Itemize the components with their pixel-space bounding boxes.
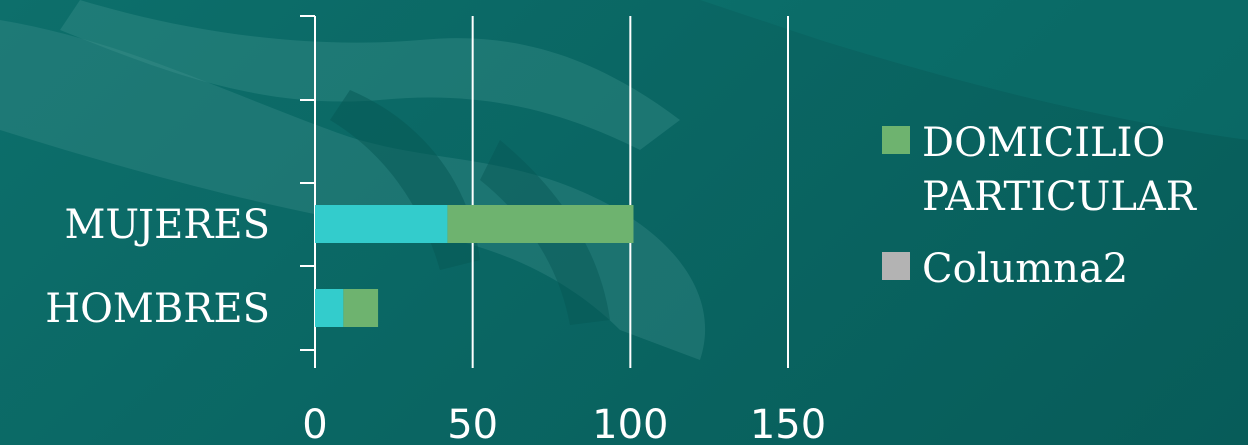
x-tick-label: 150 — [750, 402, 826, 445]
x-tick-labels: 0 50 100 150 — [302, 402, 826, 445]
x-tick-label: 50 — [447, 402, 498, 445]
legend-item: DOMICILIO PARTICULAR — [882, 120, 1198, 220]
bars — [315, 205, 634, 327]
x-tick-label: 100 — [592, 402, 668, 445]
category-axis — [300, 15, 316, 368]
category-labels: MUJERES HOMBRES — [45, 202, 270, 332]
legend-swatch — [882, 252, 910, 280]
bar-mujeres-series-0 — [315, 205, 448, 243]
x-tick-label: 0 — [302, 402, 327, 445]
bar-mujeres-series-1 — [447, 205, 634, 243]
legend: DOMICILIO PARTICULAR Columna2 — [882, 120, 1198, 292]
legend-item: Columna2 — [882, 246, 1128, 292]
category-label: HOMBRES — [45, 286, 270, 332]
category-label: MUJERES — [64, 202, 270, 248]
legend-swatch — [882, 126, 910, 154]
gridlines — [471, 16, 789, 368]
bar-hombres-series-0 — [315, 289, 344, 327]
legend-label: DOMICILIO — [922, 120, 1165, 166]
legend-label: PARTICULAR — [922, 174, 1198, 220]
bar-hombres-series-1 — [343, 289, 379, 327]
legend-label: Columna2 — [922, 246, 1128, 292]
